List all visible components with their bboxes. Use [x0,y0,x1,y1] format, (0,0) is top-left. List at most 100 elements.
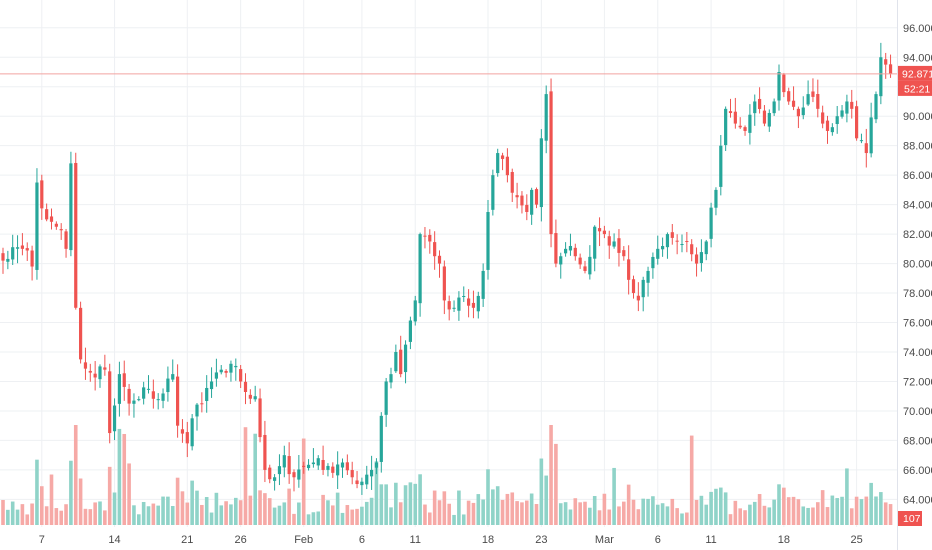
volume-bar [267,498,272,525]
volume-bar [738,508,742,525]
candle [146,375,151,394]
candle [636,282,640,312]
candle-body [30,250,34,267]
candle-body [156,399,160,401]
volume-bar [748,504,752,525]
candle [103,354,107,376]
x-tick-label: 6 [359,534,365,546]
volume-bar [772,499,776,525]
candle [690,239,694,262]
volume-bar [345,505,350,525]
candle [728,98,733,118]
candle [835,106,839,134]
candle-body [122,373,126,387]
candle [214,358,218,387]
candle-body [782,74,786,93]
candle [6,250,10,270]
candle-body [205,387,209,401]
x-tick-label: 18 [482,534,494,546]
candle-body [180,429,185,434]
candle-body [74,162,78,308]
volume-bar [437,500,442,525]
volume-bar [529,493,534,525]
candle [423,226,427,249]
candle-body [462,296,466,297]
volume-bar [554,443,558,525]
candle-body [331,466,335,473]
candle [505,148,509,183]
candle-body [811,91,815,97]
volume-bar [840,496,844,525]
volume-bar [316,511,321,525]
candle [850,89,854,119]
volume-bar [491,489,495,525]
candle [821,105,825,129]
candle [811,78,815,103]
candle-body [719,145,723,187]
volume-label: 107 [903,513,921,525]
volume-bar [568,509,573,525]
candle [180,419,185,443]
candle-body [884,59,888,65]
candle-body [791,100,796,107]
candle-body [796,108,800,117]
volume-bar [146,506,151,525]
axes: 96.00094.00092.00090.00088.00086.00084.0… [39,0,932,550]
volume-bar [112,492,117,525]
volume-bar [617,506,621,525]
candle-body [258,398,262,438]
candle-body [665,234,670,248]
volume-bar [88,509,93,525]
volume-bar [117,428,122,525]
volume-bar [835,498,839,525]
y-tick-label: 86.000 [903,170,932,182]
candle-body [292,472,296,478]
volume-bar [122,433,127,525]
candle-body [753,101,757,114]
volume-bar [238,500,243,525]
volume-bar [394,482,398,525]
candle [782,72,786,98]
candle [724,106,728,151]
volume-bar [30,503,34,525]
volume-bar [234,497,238,525]
candle [661,237,665,257]
candle-body [539,138,543,208]
y-tick-label: 66.000 [903,465,932,477]
volume-bar [457,490,461,525]
candle [151,379,155,409]
volume-bar [340,512,345,525]
candle [801,96,805,120]
candle-body [661,246,665,250]
volume-bar [40,486,44,525]
candle [20,233,24,256]
volume-bar [311,512,316,525]
candle [510,168,514,202]
volume-bar [69,460,73,525]
candle [762,105,767,127]
volume-bar [481,499,485,525]
candle-body [195,404,199,417]
candle-body [631,279,636,294]
candle-body [496,153,500,174]
candle-body [787,91,791,102]
volume-bar [665,506,670,525]
candle [282,445,286,478]
candle [767,109,771,132]
volume-bar [195,490,199,525]
candle-body [171,374,175,380]
candle-body [840,110,844,117]
candle [374,458,379,475]
volume-bar [64,504,68,525]
volume-bar [175,477,180,525]
volume-bar [209,512,214,525]
volume-bar [350,509,354,525]
volume-bar [549,425,553,525]
volume-bar [607,509,612,525]
volume-bar [534,504,539,525]
candle [656,235,660,265]
candle-body [588,256,592,275]
candle-body [578,257,582,265]
candle-body [617,238,621,253]
candle-body [374,462,379,468]
